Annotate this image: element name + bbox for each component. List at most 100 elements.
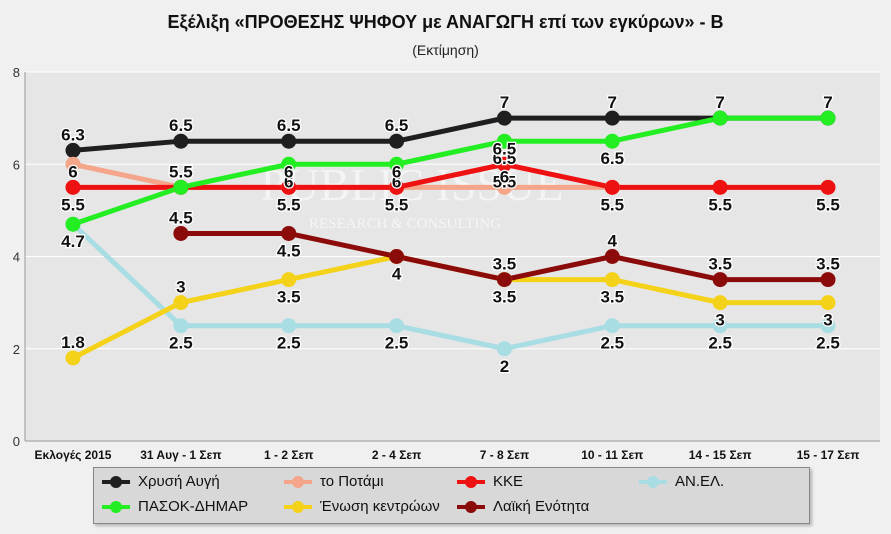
- data-label: 3.5: [277, 288, 301, 307]
- data-point: [173, 318, 189, 334]
- data-point: [281, 318, 297, 334]
- data-point: [496, 110, 512, 126]
- data-point: [712, 318, 728, 334]
- y-tick-label: 6: [13, 157, 20, 172]
- data-label: 3.5: [493, 288, 517, 307]
- data-point: [281, 133, 297, 149]
- legend-swatch: [457, 475, 485, 488]
- data-point: [173, 225, 189, 241]
- data-point: [712, 110, 728, 126]
- data-label: 5.5: [169, 162, 193, 181]
- legend-swatch: [102, 500, 130, 513]
- data-point: [173, 133, 189, 149]
- data-point: [389, 179, 405, 195]
- data-point: [604, 272, 620, 288]
- legend-item: Χρυσή Αυγή: [102, 473, 220, 490]
- x-tick-label: Εκλογές 2015: [35, 448, 112, 462]
- data-label: 6: [500, 167, 509, 186]
- data-point: [604, 179, 620, 195]
- x-tick-label: 14 - 15 Σεπ: [689, 448, 752, 462]
- data-point: [712, 179, 728, 195]
- data-label: 4.5: [277, 241, 301, 260]
- data-point: [496, 133, 512, 149]
- data-label: 6: [392, 172, 401, 191]
- data-point: [281, 225, 297, 241]
- data-label: 4.7: [61, 232, 85, 251]
- data-label: 5.5: [600, 195, 624, 214]
- data-point: [281, 272, 297, 288]
- x-tick-label: 7 - 8 Σεπ: [480, 448, 529, 462]
- data-point: [389, 249, 405, 264]
- data-point: [820, 295, 836, 311]
- data-point: [389, 156, 405, 172]
- series-line-ΚΚΕ: [70, 161, 831, 190]
- legend-label: ΚΚΕ: [493, 473, 524, 490]
- data-label: 5.5: [169, 162, 193, 181]
- y-tick-label: 8: [13, 65, 20, 80]
- data-point: [65, 350, 81, 366]
- data-label: 6.3: [61, 125, 85, 144]
- data-label: 5.5: [61, 195, 85, 214]
- series-line-ΑΝ.ΕΛ.: [70, 221, 831, 352]
- data-point: [65, 216, 81, 232]
- x-tick-label: 1 - 2 Σεπ: [264, 448, 313, 462]
- y-tick-label: 0: [13, 434, 20, 449]
- data-label: 2.5: [816, 334, 840, 353]
- data-point: [712, 272, 728, 288]
- data-label: 6.5: [169, 116, 193, 135]
- data-point: [389, 318, 405, 334]
- data-point: [712, 295, 728, 311]
- data-label: 1.8: [61, 333, 85, 352]
- data-point: [496, 179, 512, 195]
- data-label: 6: [284, 172, 293, 191]
- data-label: 4: [392, 265, 402, 284]
- legend-item: ΑΝ.ΕΛ.: [639, 473, 724, 490]
- data-point: [496, 272, 512, 288]
- data-label: 5.5: [708, 195, 732, 214]
- data-label: 3: [823, 311, 832, 330]
- data-point: [496, 341, 512, 357]
- data-label: 2.5: [708, 334, 732, 353]
- data-label: 6.5: [493, 149, 517, 168]
- data-point: [173, 179, 189, 195]
- series-line-Χρυσή Αυγή: [70, 115, 831, 153]
- data-label: 7: [500, 93, 509, 112]
- legend-item: Λαϊκή Ενότητα: [457, 498, 589, 515]
- data-label: 6: [284, 162, 293, 181]
- data-label: 6.5: [385, 116, 409, 135]
- data-point: [389, 133, 405, 149]
- x-tick-label: 31 Αυγ - 1 Σεπ: [140, 448, 221, 462]
- data-label: 7: [608, 93, 617, 112]
- data-label: 2.5: [385, 334, 409, 353]
- legend-label: το Ποτάμι: [320, 473, 384, 490]
- data-label: 3: [715, 311, 724, 330]
- data-point: [820, 318, 836, 334]
- data-label: 3: [176, 278, 185, 297]
- data-label: 6: [392, 162, 401, 181]
- data-label: 5.5: [493, 172, 517, 191]
- chart-title: Εξέλιξη «ΠΡΟΘΕΣΗΣ ΨΗΦΟΥ με ΑΝΑΓΩΓΗ επί τ…: [167, 12, 724, 32]
- series-line-ΠΑΣΟΚ-ΔΗΜΑΡ: [70, 115, 831, 227]
- legend-swatch: [639, 475, 667, 488]
- data-label: 2: [500, 357, 509, 376]
- data-label: 6.5: [277, 116, 301, 135]
- legend-label: ΑΝ.ΕΛ.: [675, 473, 725, 490]
- data-point: [496, 156, 512, 172]
- data-label: 4: [608, 232, 618, 251]
- legend-swatch: [457, 500, 485, 513]
- legend-item: το Ποτάμι: [284, 473, 384, 490]
- data-label: 4.5: [169, 208, 193, 227]
- chart-subtitle: (Εκτίμηση): [412, 42, 479, 58]
- data-label: 6: [68, 162, 77, 181]
- data-label: 3.5: [600, 288, 624, 307]
- data-point: [820, 179, 836, 195]
- data-label: 2.5: [277, 334, 301, 353]
- legend-swatch: [284, 500, 312, 513]
- data-label: 3.5: [493, 255, 517, 274]
- watermark-subtext: RESEARCH & CONSULTING: [309, 216, 501, 232]
- legend-item: ΚΚΕ: [457, 473, 523, 490]
- legend-label: Λαϊκή Ενότητα: [493, 498, 590, 515]
- data-label: 6.5: [493, 139, 517, 158]
- x-tick-label: 2 - 4 Σεπ: [372, 448, 421, 462]
